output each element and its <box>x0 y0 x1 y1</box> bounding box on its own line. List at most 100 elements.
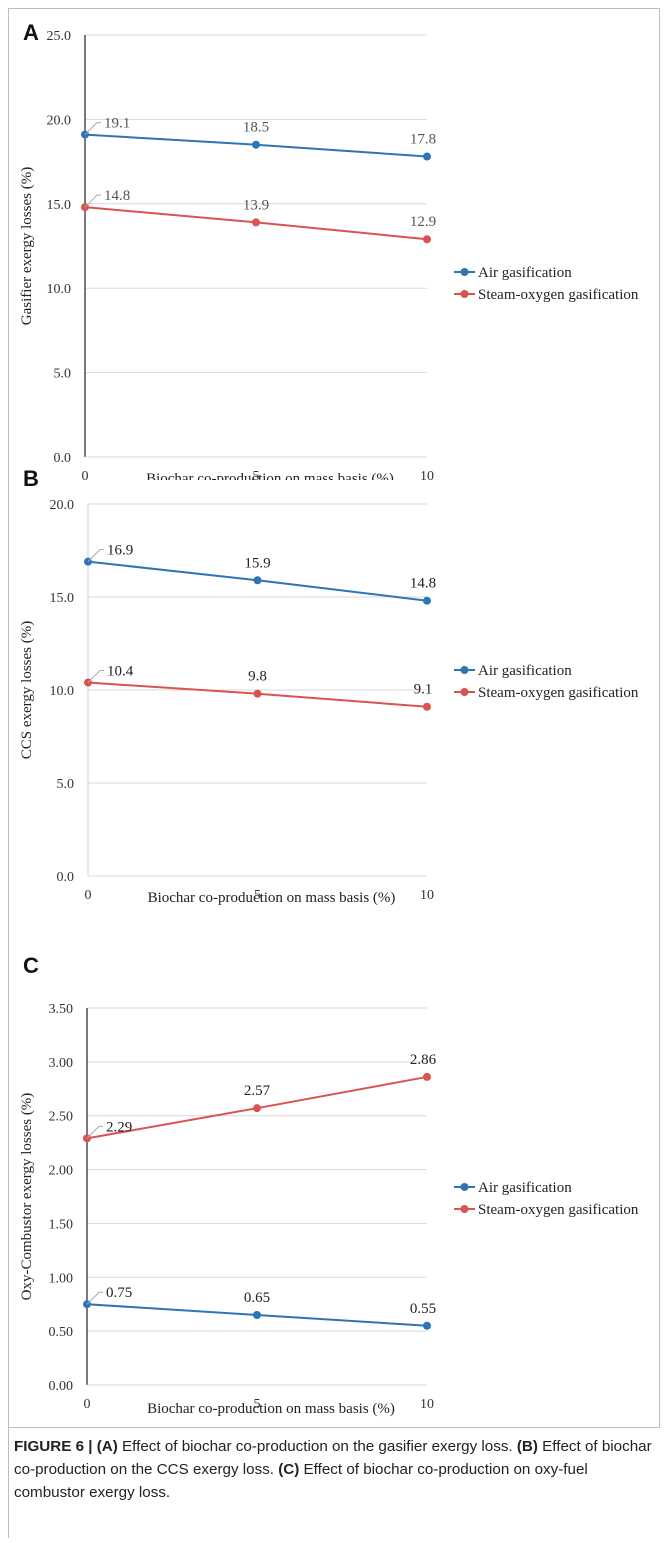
label-leader <box>86 1125 103 1139</box>
caption-rule <box>8 1428 9 1538</box>
caption-text-c: Effect of biochar co-production on oxy-f… <box>14 1461 588 1501</box>
x-tick-label: 10 <box>420 888 434 903</box>
legend-marker <box>460 666 469 674</box>
data-label: 0.55 <box>410 1301 436 1317</box>
data-label: 9.1 <box>414 682 433 698</box>
legend-label: Air gasification <box>478 265 572 281</box>
data-point <box>252 218 260 227</box>
data-point <box>423 702 431 711</box>
caption-tag-c: (C) <box>278 1461 300 1478</box>
data-point <box>253 1104 261 1113</box>
panel-letter-a: A <box>23 20 39 45</box>
data-label: 18.5 <box>243 120 269 136</box>
label-leader <box>84 194 101 208</box>
y-axis-label: CCS exergy losses (%) <box>19 621 35 759</box>
data-label: 13.9 <box>243 197 269 213</box>
data-point <box>252 140 260 149</box>
y-tick-label: 15.0 <box>50 591 75 606</box>
data-label: 16.9 <box>107 543 133 559</box>
y-tick-label: 5.0 <box>54 367 72 382</box>
x-tick-label: 5 <box>253 469 260 480</box>
label-leader <box>87 670 104 683</box>
y-tick-label: 2.50 <box>49 1110 74 1125</box>
x-tick-label: 5 <box>254 1397 261 1412</box>
x-tick-label: 0 <box>84 1397 91 1412</box>
y-tick-label: 25.0 <box>47 29 72 44</box>
panel-letter-b: B <box>23 466 39 491</box>
y-tick-label: 20.0 <box>50 498 75 513</box>
data-label: 10.4 <box>107 664 134 680</box>
y-tick-label: 0.0 <box>54 451 72 466</box>
data-point <box>423 152 431 161</box>
x-axis-label: Biochar co-production on mass basis (%) <box>148 890 396 906</box>
data-label: 0.75 <box>106 1285 132 1301</box>
data-label: 2.29 <box>106 1119 132 1135</box>
caption-text-a: Effect of biochar co-production on the g… <box>117 1438 517 1455</box>
legend-label: Steam-oxygen gasification <box>478 1202 639 1218</box>
x-tick-label: 10 <box>420 1397 434 1412</box>
y-axis-label: Gasifier exergy losses (%) <box>19 167 35 325</box>
data-label: 2.57 <box>244 1083 271 1099</box>
caption-tag-a: (A) <box>96 1438 118 1455</box>
x-tick-label: 5 <box>254 888 261 903</box>
panel-letter-c: C <box>23 953 39 978</box>
legend-marker <box>460 290 469 298</box>
caption-figure-label: FIGURE 6 | <box>14 1438 97 1455</box>
y-tick-label: 0.50 <box>49 1325 74 1340</box>
y-tick-label: 1.50 <box>49 1217 74 1232</box>
legend-label: Steam-oxygen gasification <box>478 685 639 701</box>
chart-a-svg: 0.0 5.0 10.0 15.0 20.0 25.0 0 5 10 Biochar co-pro… <box>19 29 639 480</box>
y-tick-label: 10.0 <box>47 282 72 297</box>
legend-marker <box>460 688 469 696</box>
data-label: 14.8 <box>104 188 130 204</box>
data-label: 17.8 <box>410 132 436 148</box>
chart-panel-a: 0.0 5.0 10.0 15.0 20.0 25.0 0 5 10 Biochar co-pro… <box>9 10 659 480</box>
legend-marker <box>460 1205 469 1213</box>
label-leader <box>86 1291 103 1305</box>
chart-panel-c: 0.00 0.50 1.00 1.50 2.00 2.50 3.00 3.50 0 5 10 Bioc… <box>9 953 659 1427</box>
label-leader <box>84 122 101 135</box>
y-tick-label: 20.0 <box>47 113 72 128</box>
data-point <box>253 1310 261 1319</box>
y-tick-label: 0.0 <box>57 870 75 885</box>
chart-panel-b: 0.0 5.0 10.0 15.0 20.0 0 5 10 Biochar co-product… <box>9 466 659 948</box>
data-label: 2.86 <box>410 1052 437 1068</box>
data-label: 14.8 <box>410 576 436 592</box>
y-axis-label: Oxy-Combustor exergy losses (%) <box>19 1093 35 1301</box>
data-label: 9.8 <box>248 669 267 685</box>
x-tick-label: 0 <box>85 888 92 903</box>
x-tick-label: 10 <box>420 469 434 480</box>
figure-caption: FIGURE 6 | (A) Effect of biochar co-prod… <box>14 1435 654 1504</box>
data-label: 0.65 <box>244 1290 270 1306</box>
data-label: 19.1 <box>104 116 130 132</box>
y-tick-label: 10.0 <box>50 684 75 699</box>
data-point <box>253 689 262 698</box>
data-point <box>423 235 431 244</box>
data-label: 15.9 <box>244 555 270 571</box>
legend-label: Air gasification <box>478 1180 572 1196</box>
legend-label: Steam-oxygen gasification <box>478 287 639 303</box>
y-tick-label: 1.00 <box>49 1271 74 1286</box>
legend-marker <box>460 268 469 276</box>
x-tick-label: 0 <box>82 469 89 480</box>
legend-label: Air gasification <box>478 663 572 679</box>
y-tick-label: 0.00 <box>49 1379 74 1394</box>
y-tick-label: 5.0 <box>57 777 75 792</box>
data-point <box>423 1321 431 1330</box>
data-point <box>423 596 431 605</box>
y-tick-label: 15.0 <box>47 198 72 213</box>
data-point <box>253 576 262 585</box>
data-label: 12.9 <box>410 214 436 230</box>
chart-b-svg: 0.0 5.0 10.0 15.0 20.0 0 5 10 Biochar co-product… <box>19 498 639 906</box>
caption-text-b: Effect of biochar co-production on the C… <box>14 1438 652 1478</box>
y-tick-label: 3.00 <box>49 1056 74 1071</box>
caption-tag-b: (B) <box>516 1438 538 1455</box>
legend-marker <box>460 1183 469 1191</box>
chart-c-svg: 0.00 0.50 1.00 1.50 2.00 2.50 3.00 3.50 0 5 10 Bioc… <box>19 1002 639 1417</box>
y-tick-label: 3.50 <box>49 1002 74 1017</box>
y-tick-label: 2.00 <box>49 1164 74 1179</box>
x-axis-label: Biochar co-production on mass basis (%) <box>147 1401 395 1417</box>
label-leader <box>87 549 104 563</box>
x-axis-label: Biochar co-production on mass basis (%) <box>146 471 394 480</box>
data-point <box>423 1072 431 1081</box>
